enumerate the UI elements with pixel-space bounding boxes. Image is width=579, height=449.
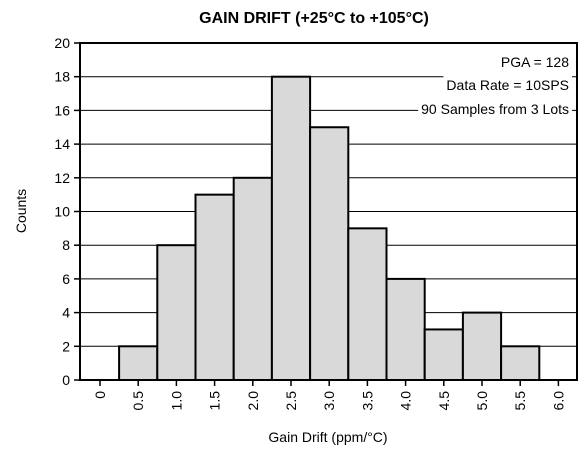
y-tick-label-18: 18: [54, 69, 70, 85]
x-tick-label-6.0: 6.0: [550, 391, 566, 411]
bar-5.5: [500, 345, 541, 381]
x-ticks: 0 0.5 1.0 1.5 2.0 2.5 3.0 3.5 4.0 4.5 5.0 5.5 6.0: [92, 380, 566, 410]
x-axis-label: Gain Drift (ppm/°C): [268, 429, 387, 445]
y-tick-label-8: 8: [62, 237, 70, 253]
bars: [118, 75, 541, 382]
bar-5.0: [461, 311, 503, 382]
x-tick-label-1.5: 1.5: [207, 391, 223, 411]
y-tick-label-4: 4: [62, 305, 70, 321]
bar-4.0: [385, 277, 426, 381]
annotation-1: PGA = 128: [501, 54, 569, 70]
bar-2.0: [232, 176, 273, 381]
y-tick-label-6: 6: [62, 271, 70, 287]
y-tick-label-20: 20: [54, 35, 70, 51]
y-tick-label-16: 16: [54, 102, 70, 118]
annotation-background: [418, 100, 572, 118]
x-tick-label-0: 0: [92, 391, 108, 399]
bar-1.5: [194, 193, 235, 381]
y-axis-label: Counts: [13, 189, 29, 233]
annotation-2: Data Rate = 10SPS: [446, 77, 569, 93]
x-tick-label-0.5: 0.5: [130, 391, 146, 411]
y-ticks: 0 2 4 6 8 10 12 14 16 18 20: [54, 35, 80, 388]
bar-0.5: [118, 345, 159, 381]
x-tick-label-3.5: 3.5: [359, 391, 375, 411]
annotation-background: [497, 53, 573, 71]
x-tick-label-4.5: 4.5: [436, 391, 452, 411]
bar-3.0: [309, 126, 350, 381]
annotation-background: [443, 76, 572, 94]
y-tick-label-12: 12: [54, 170, 70, 186]
y-tick-label-10: 10: [54, 204, 70, 220]
x-tick-label-3.0: 3.0: [321, 391, 337, 411]
bar-3.5: [347, 227, 388, 381]
y-tick-label-2: 2: [62, 338, 70, 354]
x-tick-label-2.0: 2.0: [245, 391, 261, 411]
bar-2.5: [270, 75, 312, 381]
x-tick-label-5.0: 5.0: [474, 391, 490, 411]
x-tick-label-5.5: 5.5: [512, 391, 528, 411]
x-tick-label-1.0: 1.0: [168, 391, 184, 411]
annotation-3: 90 Samples from 3 Lots: [421, 101, 569, 117]
bar-4.5: [423, 328, 464, 382]
x-tick-label-4.0: 4.0: [398, 391, 414, 411]
chart-title: GAIN DRIFT (+25°C to +105°C): [199, 10, 429, 27]
x-tick-label-2.5: 2.5: [283, 391, 299, 411]
bar-1.0: [156, 244, 197, 381]
y-tick-label-0: 0: [62, 372, 70, 388]
y-tick-label-14: 14: [54, 136, 70, 152]
annotations: PGA = 128 Data Rate = 10SPS 90 Samples fro…: [418, 53, 573, 118]
